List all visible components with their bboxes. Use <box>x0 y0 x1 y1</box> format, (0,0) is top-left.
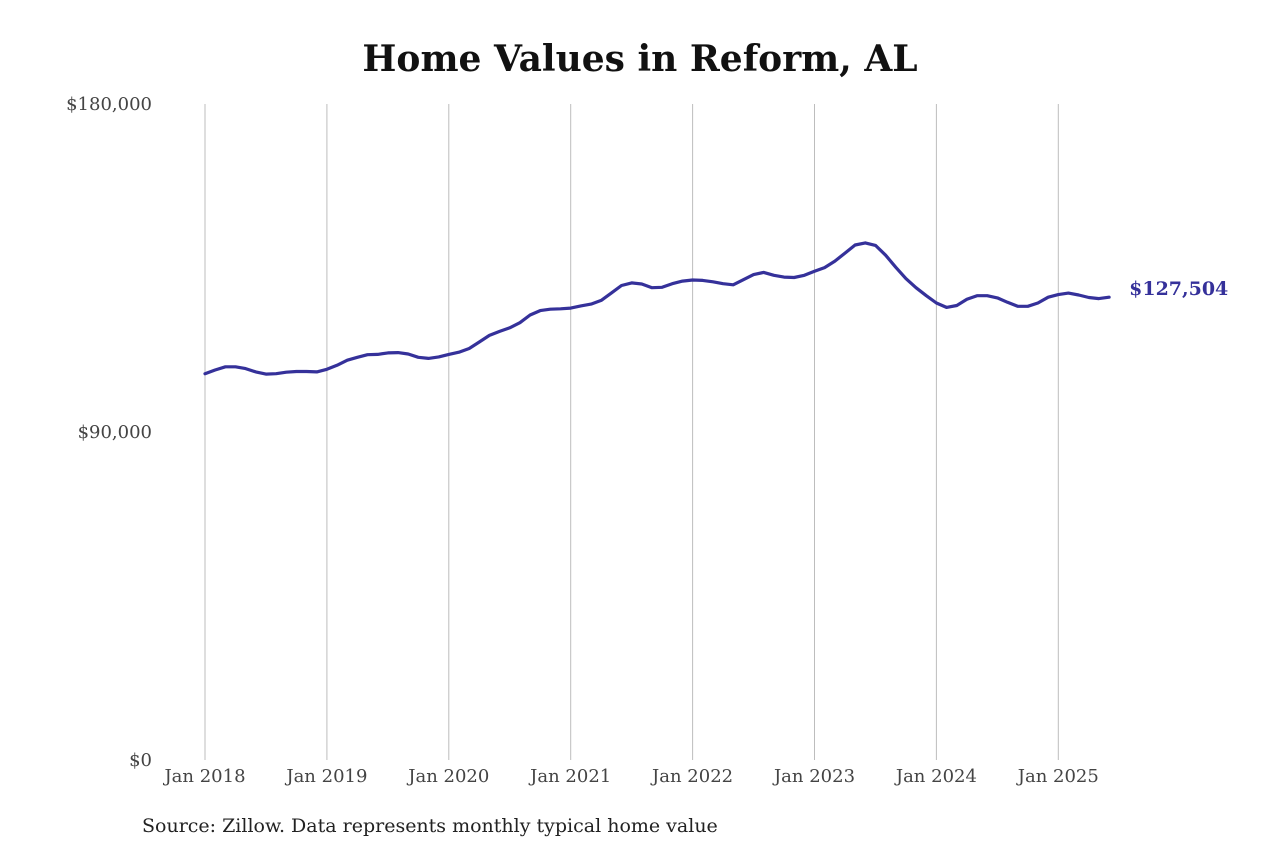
series-layer: $127,504 <box>203 241 1228 376</box>
x-tick-label-3: Jan 2021 <box>528 766 611 787</box>
x-tick-label-2: Jan 2020 <box>406 766 489 787</box>
end-value-label: $127,504 <box>1129 278 1228 300</box>
gridlines <box>204 104 1059 760</box>
x-tick-label-4: Jan 2022 <box>650 766 733 787</box>
series-line-0 <box>203 241 1111 376</box>
source-note: Source: Zillow. Data represents monthly … <box>142 815 718 837</box>
x-tick-label-1: Jan 2019 <box>284 766 367 787</box>
chart-title: Home Values in Reform, AL <box>362 38 918 80</box>
x-tick-label-6: Jan 2024 <box>894 766 977 787</box>
x-tick-label-7: Jan 2025 <box>1016 766 1099 787</box>
y-axis-ticks: $0 $90,000 $180,000 <box>66 94 152 771</box>
y-tick-label-0: $0 <box>129 750 152 771</box>
x-tick-label-5: Jan 2023 <box>772 766 855 787</box>
y-tick-label-2: $180,000 <box>66 94 152 115</box>
x-axis-ticks: Jan 2018 Jan 2019 Jan 2020 Jan 2021 Jan 2022… <box>162 766 1098 787</box>
x-tick-label-0: Jan 2018 <box>162 766 245 787</box>
y-tick-label-1: $90,000 <box>78 422 152 443</box>
